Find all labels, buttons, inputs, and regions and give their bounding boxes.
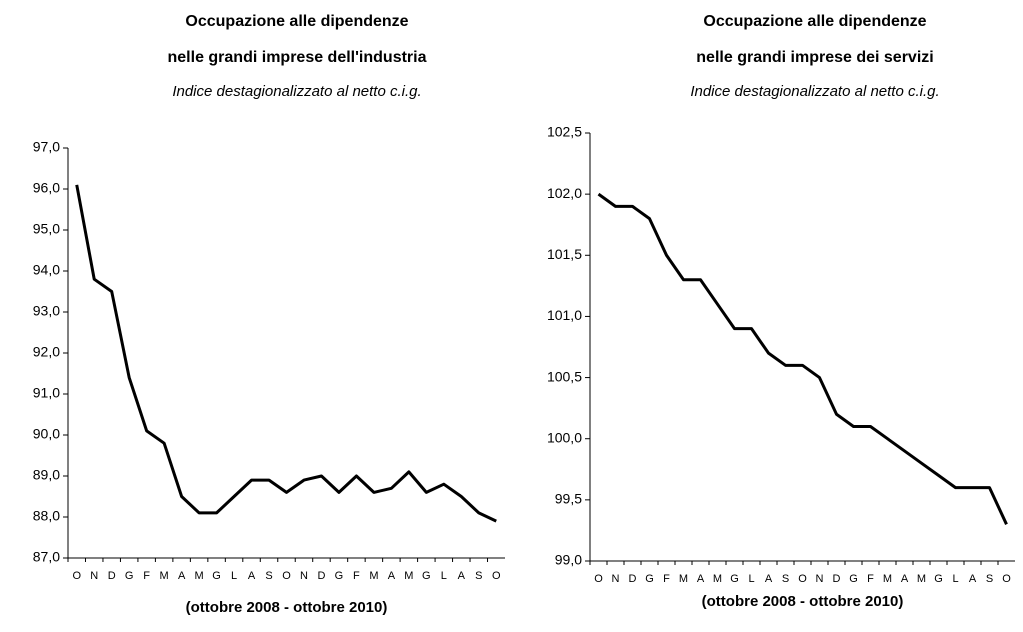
chart-title: nelle grandi imprese dei servizi — [696, 49, 933, 66]
x-tick-label: M — [195, 570, 204, 582]
x-tick-label: A — [969, 573, 977, 585]
x-tick-label: N — [816, 573, 824, 585]
y-tick-label: 89,0 — [33, 467, 60, 483]
y-tick-label: 96,0 — [33, 180, 60, 196]
x-tick-label: A — [388, 570, 396, 582]
x-tick-label: G — [645, 573, 654, 585]
x-tick-label: D — [108, 570, 116, 582]
x-tick-label: F — [867, 573, 874, 585]
x-tick-label: N — [300, 570, 308, 582]
x-tick-label: L — [748, 573, 754, 585]
x-tick-label: F — [143, 570, 150, 582]
x-tick-label: D — [833, 573, 841, 585]
x-tick-label: O — [594, 573, 603, 585]
x-tick-label: O — [282, 570, 291, 582]
x-tick-label: L — [231, 570, 237, 582]
y-tick-label: 101,5 — [547, 246, 582, 262]
y-tick-label: 101,0 — [547, 307, 582, 323]
x-tick-label: F — [663, 573, 670, 585]
x-tick-label: O — [492, 570, 501, 582]
x-tick-label: A — [178, 570, 186, 582]
x-tick-label: S — [986, 573, 993, 585]
x-tick-label: G — [212, 570, 221, 582]
x-tick-label: M — [917, 573, 926, 585]
y-tick-label: 93,0 — [33, 303, 60, 319]
x-axis-label: (ottobre 2008 - ottobre 2010) — [702, 593, 904, 610]
x-tick-label: M — [160, 570, 169, 582]
y-tick-label: 100,5 — [547, 368, 582, 384]
x-tick-label: D — [317, 570, 325, 582]
x-tick-label: G — [335, 570, 344, 582]
x-tick-label: G — [125, 570, 134, 582]
x-tick-label: O — [1002, 573, 1011, 585]
x-axis-label: (ottobre 2008 - ottobre 2010) — [186, 599, 388, 616]
chart-subtitle: Indice destagionalizzato al netto c.i.g. — [172, 83, 421, 100]
x-tick-label: S — [265, 570, 272, 582]
x-tick-label: G — [730, 573, 739, 585]
x-tick-label: A — [901, 573, 909, 585]
x-tick-label: S — [475, 570, 482, 582]
x-tick-label: F — [353, 570, 360, 582]
x-tick-label: M — [883, 573, 892, 585]
x-tick-label: M — [713, 573, 722, 585]
x-tick-label: G — [422, 570, 431, 582]
x-tick-label: M — [679, 573, 688, 585]
x-tick-label: N — [90, 570, 98, 582]
y-tick-label: 94,0 — [33, 262, 60, 278]
y-tick-label: 99,0 — [555, 552, 582, 568]
y-tick-label: 87,0 — [33, 549, 60, 565]
x-tick-label: G — [934, 573, 943, 585]
x-tick-label: G — [849, 573, 858, 585]
line — [597, 192, 1008, 525]
x-tick-label: N — [612, 573, 620, 585]
chart-subtitle: Indice destagionalizzato al netto c.i.g. — [690, 83, 939, 100]
chart-title: Occupazione alle dipendenze — [185, 13, 408, 30]
y-tick-label: 91,0 — [33, 385, 60, 401]
x-tick-label: O — [798, 573, 807, 585]
x-tick-label: A — [765, 573, 773, 585]
x-tick-label: L — [952, 573, 958, 585]
y-tick-label: 92,0 — [33, 344, 60, 360]
y-tick-label: 97,0 — [33, 139, 60, 155]
chart-title: nelle grandi imprese dell'industria — [168, 49, 427, 66]
chart-title: Occupazione alle dipendenze — [703, 13, 926, 30]
x-tick-label: M — [404, 570, 413, 582]
x-tick-label: A — [458, 570, 466, 582]
y-tick-label: 95,0 — [33, 221, 60, 237]
y-tick-label: 99,5 — [555, 491, 582, 507]
x-tick-label: A — [697, 573, 705, 585]
y-tick-label: 90,0 — [33, 426, 60, 442]
x-tick-label: M — [369, 570, 378, 582]
line — [75, 184, 497, 523]
x-tick-label: A — [248, 570, 256, 582]
x-tick-label: O — [72, 570, 81, 582]
y-tick-label: 100,0 — [547, 429, 582, 445]
x-tick-label: L — [441, 570, 447, 582]
y-tick-label: 88,0 — [33, 508, 60, 524]
x-tick-label: S — [782, 573, 789, 585]
x-tick-label: D — [629, 573, 637, 585]
y-tick-label: 102,0 — [547, 185, 582, 201]
y-tick-label: 102,5 — [547, 124, 582, 140]
